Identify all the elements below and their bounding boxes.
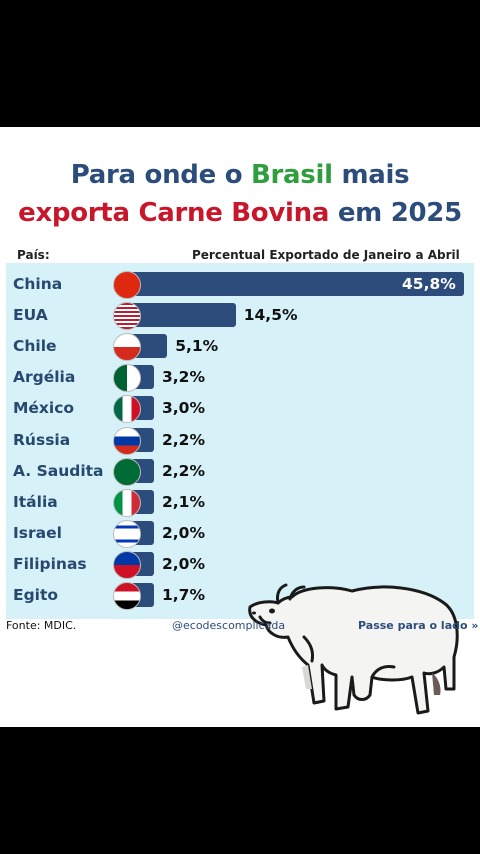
value-label: 2,0% — [162, 523, 205, 542]
country-label: A. Saudita — [13, 461, 104, 480]
country-label: China — [13, 275, 63, 293]
bar — [130, 272, 464, 296]
value-label: 5,1% — [175, 337, 219, 356]
value-label: 3,0% — [162, 399, 205, 418]
israel-flag-icon — [113, 519, 141, 548]
author-handle[interactable]: @ecodescomplicada — [172, 619, 286, 632]
chart-panel — [6, 263, 474, 619]
value-label: 1,7% — [162, 586, 205, 604]
algeria-flag-icon — [113, 364, 141, 393]
title-line-1: Para onde o Brasil mais — [70, 160, 410, 190]
country-label: Chile — [13, 337, 57, 356]
swipe-hint[interactable]: Passe para o lado » — [358, 619, 479, 632]
value-label: 2,0% — [162, 554, 205, 573]
source-note: Fonte: MDIC. — [6, 619, 77, 632]
bar — [130, 303, 236, 328]
country-label: Itália — [13, 492, 58, 511]
value-label: 2,2% — [162, 430, 205, 449]
title-carne-bovina: Carne Bovina — [138, 198, 330, 228]
value-label: 14,5% — [243, 306, 298, 325]
infographic-card: Para onde o Brasil mais exporta Carne Bo… — [0, 127, 480, 727]
header-country: País: — [17, 248, 50, 262]
china-flag-icon — [113, 271, 141, 299]
title-brasil: Brasil — [251, 160, 333, 190]
italy-flag-icon — [113, 488, 141, 517]
country-label: Filipinas — [13, 554, 87, 573]
value-label: 2,1% — [162, 492, 205, 511]
country-label: Israel — [13, 523, 62, 542]
title-line-2: exporta Carne Bovina em 2025 — [18, 198, 462, 228]
country-label: Egito — [13, 586, 59, 604]
chile-flag-icon — [113, 333, 141, 362]
country-label: EUA — [13, 306, 48, 325]
usa-flag-icon — [113, 302, 141, 331]
chevrons-right-icon: » — [471, 619, 479, 632]
country-label: Rússia — [13, 430, 71, 449]
value-label: 45,8% — [402, 275, 456, 293]
bull-icon — [248, 583, 459, 715]
value-label: 3,2% — [162, 368, 205, 387]
country-label: Argélia — [13, 368, 76, 387]
russia-flag-icon — [113, 426, 141, 455]
country-label: México — [13, 399, 75, 418]
egypt-flag-icon — [113, 582, 141, 610]
mexico-flag-icon — [113, 395, 141, 424]
value-label: 2,2% — [162, 461, 205, 480]
saudi-arabia-flag-icon — [113, 457, 141, 486]
philippines-flag-icon — [113, 550, 141, 579]
